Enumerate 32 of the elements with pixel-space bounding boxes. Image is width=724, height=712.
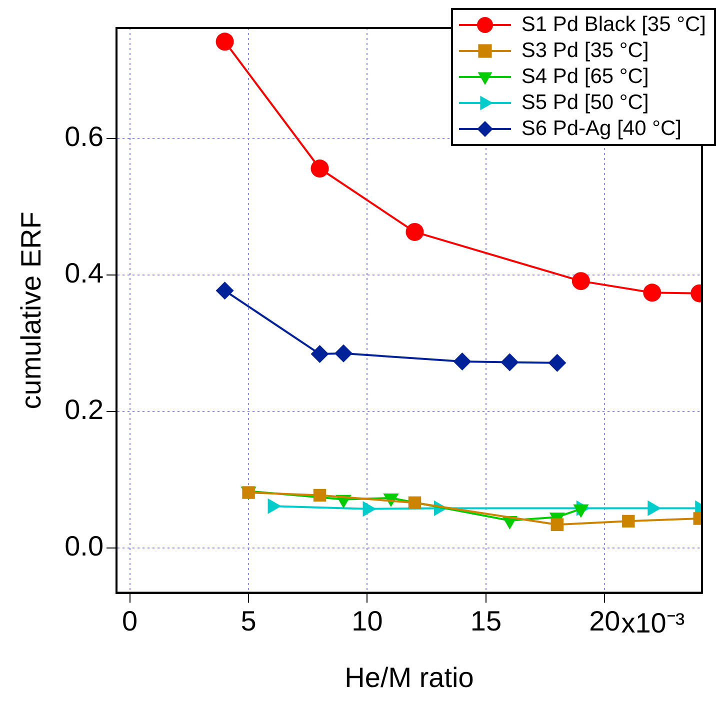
x-tick-label: 10: [352, 605, 383, 636]
point: [453, 352, 472, 371]
y-tick-label: 0.0: [64, 530, 104, 562]
point: [310, 345, 329, 364]
y-tick-label: 0.6: [64, 121, 104, 152]
x-tick-label: 15: [470, 605, 502, 636]
point: [334, 344, 352, 362]
point: [500, 353, 519, 372]
legend-label: S3 Pd [35 °C]: [521, 39, 649, 63]
point: [572, 272, 590, 290]
point: [622, 514, 635, 528]
point: [548, 354, 566, 372]
text: x10⁻³: [621, 608, 685, 639]
y-tick-label: 0.4: [64, 258, 104, 289]
x-tick-label: 5: [240, 605, 256, 636]
x-tick-label: 20: [589, 605, 620, 636]
point: [643, 284, 662, 302]
point: [406, 222, 424, 241]
legend-label: S1 Pd Black [35 °C]: [521, 13, 706, 37]
y-axis-title: cumulative ERF: [16, 212, 47, 410]
point: [313, 488, 326, 502]
point: [408, 496, 422, 510]
point: [216, 282, 234, 300]
y-tick-label: 0.2: [64, 394, 104, 426]
legend-label: S6 Pd-Ag [40 °C]: [521, 117, 682, 141]
point: [216, 32, 234, 51]
x-axis-title: He/M ratio: [344, 662, 474, 693]
point: [550, 518, 564, 531]
legend-label: S4 Pd [65 °C]: [521, 65, 649, 89]
point: [310, 160, 329, 178]
x-tick-label: 0: [122, 605, 138, 636]
legend-label: S5 Pd [50 °C]: [521, 91, 649, 115]
